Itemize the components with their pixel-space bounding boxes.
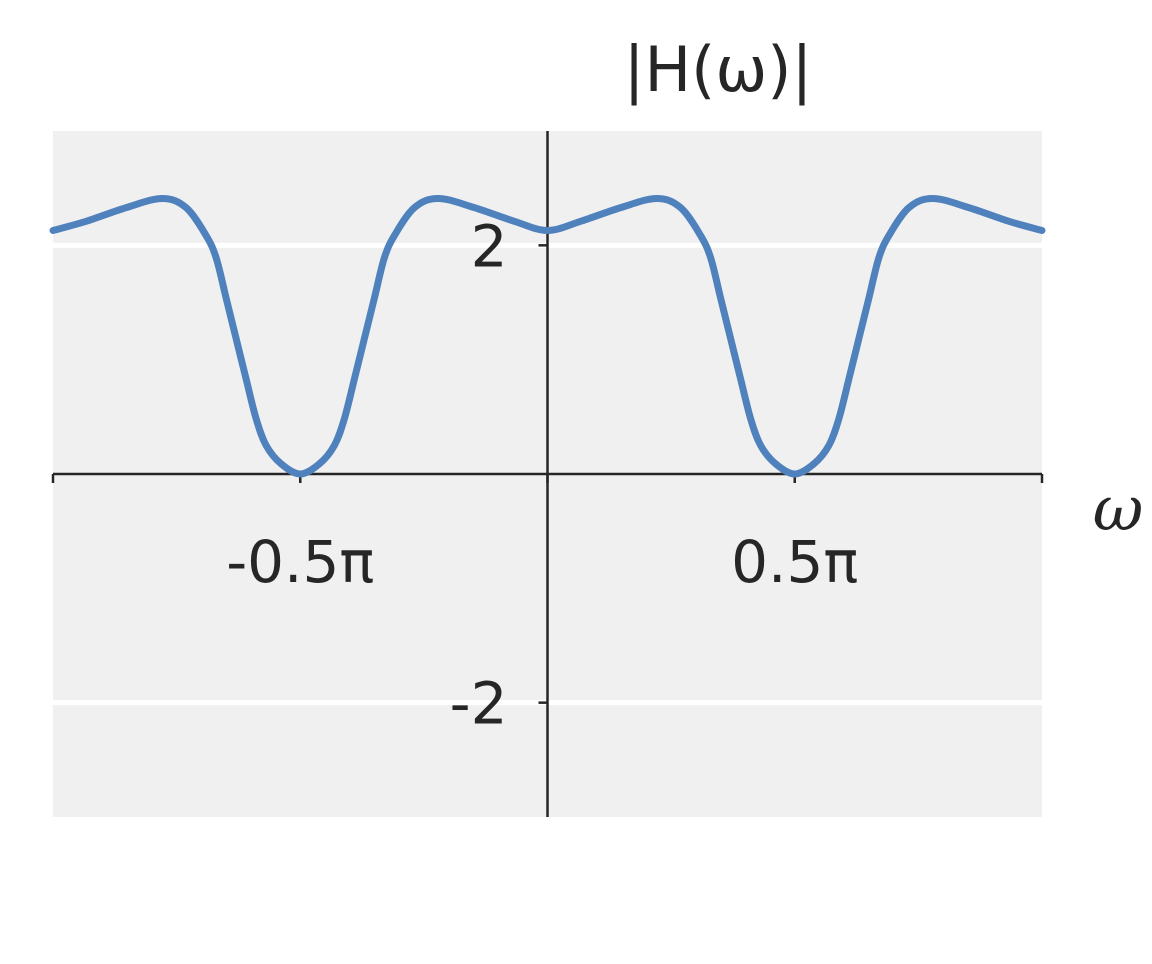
x-tick-label: -0.5π bbox=[226, 528, 374, 596]
y-tick-label: -2 bbox=[450, 670, 508, 738]
x-tick-label: 0.5π bbox=[731, 528, 858, 596]
series-line bbox=[49, 194, 1046, 478]
chart-title: |H(ω)| bbox=[624, 33, 813, 107]
x-axis-label: ω bbox=[1093, 472, 1144, 545]
ticks: 2 -2 -0.5π 0.5π bbox=[51, 212, 1044, 738]
y-tick-label: 2 bbox=[471, 212, 508, 280]
